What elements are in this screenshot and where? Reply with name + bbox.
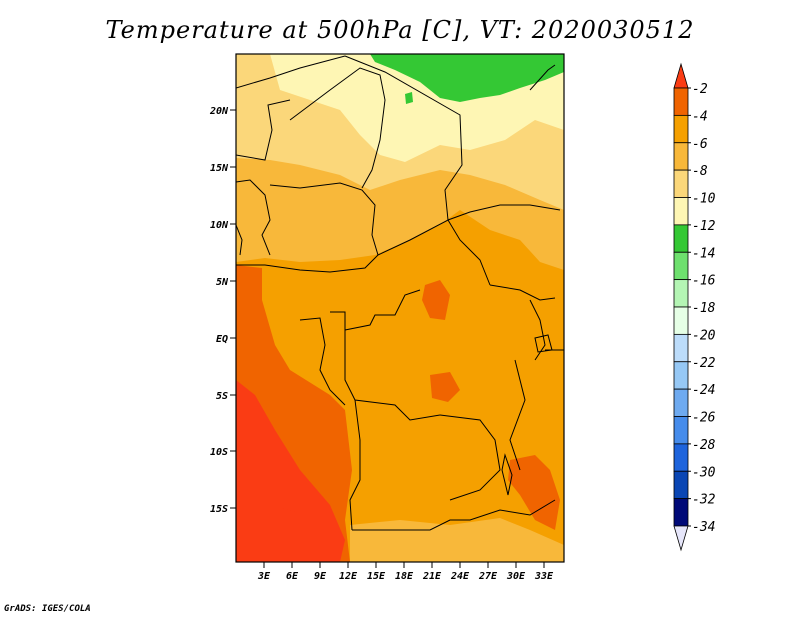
lon-label: 12E xyxy=(339,571,358,582)
lake-outline xyxy=(501,453,513,496)
map-frame xyxy=(235,53,565,563)
colorbar-swatch xyxy=(673,361,689,390)
colorbar-label: -12 xyxy=(692,219,716,234)
colorbar-swatch xyxy=(673,279,689,308)
colorbar-label: -28 xyxy=(692,438,716,453)
border-line xyxy=(236,99,291,161)
country-borders xyxy=(236,55,564,531)
colorbar-swatch xyxy=(673,87,689,116)
contour-band-patch-north-congo xyxy=(422,280,450,320)
colorbar-swatch xyxy=(673,142,689,171)
contour-band-patch-east xyxy=(508,455,560,530)
border-line xyxy=(377,219,491,286)
contour-band-green-spot xyxy=(405,92,413,104)
colorbar-label: -6 xyxy=(692,137,708,152)
colorbar: -2 -4 -6 -8 -10 -12 -14 -16 -18 -20 -22 -24 -26 -28 -3… xyxy=(673,62,716,552)
lon-label: 30E xyxy=(506,571,526,582)
lon-label: 9E xyxy=(314,571,327,582)
temperature-contours xyxy=(236,54,564,562)
colorbar-label: -26 xyxy=(692,411,716,426)
lon-label: 21E xyxy=(422,571,442,582)
colorbar-label: -18 xyxy=(692,301,716,316)
lon-label: 27E xyxy=(478,571,498,582)
colorbar-swatch xyxy=(673,333,689,363)
colorbar-label: -10 xyxy=(692,192,716,207)
lat-label: 10N xyxy=(210,220,229,231)
border-line xyxy=(269,182,379,256)
colorbar-swatch-top xyxy=(673,62,689,89)
colorbar-swatch xyxy=(673,416,689,445)
border-line xyxy=(344,55,463,221)
colorbar-swatch-bottom xyxy=(673,525,689,552)
border-line xyxy=(489,284,556,301)
border-line xyxy=(330,289,421,331)
colorbar-swatch xyxy=(673,251,689,281)
border-line xyxy=(439,414,501,501)
lon-axis: 3E 6E 9E 12E 15E 18E 21E 24E 27E 30E 33E xyxy=(257,562,554,582)
colorbar-swatch xyxy=(673,306,689,335)
colorbar-label: -14 xyxy=(692,246,715,261)
colorbar-label: -22 xyxy=(692,356,716,371)
lon-label: 15E xyxy=(367,571,386,582)
map-title: Temperature at 500hPa [C], VT: 202003051… xyxy=(105,16,695,44)
colorbar-label: -20 xyxy=(692,328,716,343)
contour-band-patch-central xyxy=(430,372,460,402)
border-line xyxy=(289,67,386,189)
contour-band-green xyxy=(370,54,564,102)
lon-label: 6E xyxy=(286,571,299,582)
colorbar-label: -8 xyxy=(692,164,708,179)
border-line xyxy=(236,254,379,273)
colorbar-label: -16 xyxy=(692,274,716,289)
colorbar-label: -32 xyxy=(692,493,716,508)
lat-label: 5S xyxy=(216,391,228,402)
lat-axis: 20N 15N 10N 5N EQ 5S 10S 15S xyxy=(209,106,236,515)
lon-label: 33E xyxy=(534,571,554,582)
border-line xyxy=(236,55,346,89)
border-line xyxy=(349,399,361,531)
border-line xyxy=(509,359,526,471)
colorbar-label: -30 xyxy=(692,465,716,480)
grads-credit: GrADS: IGES/COLA xyxy=(4,604,91,614)
colorbar-swatch xyxy=(673,197,689,226)
lon-label: 24E xyxy=(450,571,470,582)
border-line xyxy=(344,330,441,421)
lat-label: 10S xyxy=(210,447,228,458)
colorbar-swatch xyxy=(673,169,689,198)
border-line xyxy=(447,204,561,221)
contour-band-light-south xyxy=(350,518,564,562)
border-line xyxy=(529,64,556,91)
colorbar-swatch xyxy=(673,443,689,472)
border-line xyxy=(236,179,271,256)
colorbar-swatch xyxy=(673,388,689,417)
colorbar-swatch xyxy=(673,224,689,253)
colorbar-label: -34 xyxy=(692,520,715,535)
contour-band-hot-patch xyxy=(282,508,300,530)
lat-label: 20N xyxy=(209,106,229,117)
colorbar-swatch xyxy=(673,498,689,527)
lat-label: 5N xyxy=(216,277,229,288)
colorbar-swatch xyxy=(673,470,689,500)
coastline xyxy=(236,224,243,256)
lon-label: 18E xyxy=(395,571,414,582)
colorbar-label: -2 xyxy=(692,82,708,97)
contour-band-ocean-hot xyxy=(236,380,345,562)
colorbar-swatch xyxy=(673,114,689,144)
colorbar-label: -24 xyxy=(692,383,715,398)
lake-outline xyxy=(534,334,553,353)
coastline xyxy=(299,317,346,406)
colorbar-label: -4 xyxy=(692,109,708,124)
lat-label: EQ xyxy=(216,334,228,345)
lat-label: 15N xyxy=(210,163,229,174)
border-line xyxy=(529,299,546,361)
lat-label: 15S xyxy=(210,504,228,515)
lon-label: 3E xyxy=(257,571,271,582)
border-line xyxy=(352,499,556,531)
